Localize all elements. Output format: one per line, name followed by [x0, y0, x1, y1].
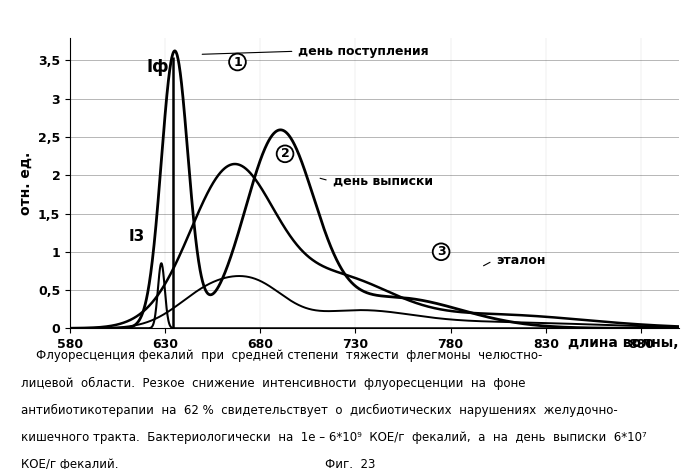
- Text: I3: I3: [129, 229, 145, 244]
- Text: КОЕ/г фекалий.: КОЕ/г фекалий.: [21, 458, 118, 469]
- Text: день выписки: день выписки: [332, 175, 433, 188]
- Text: антибиотикотерапии  на  62 %  свидетельствует  о  дисбиотических  нарушениях  же: антибиотикотерапии на 62 % свидетельству…: [21, 404, 617, 417]
- Text: Фиг.  23: Фиг. 23: [325, 458, 375, 469]
- Y-axis label: отн. ед.: отн. ед.: [18, 151, 32, 214]
- Text: день поступления: день поступления: [298, 45, 429, 58]
- Text: кишечного тракта.  Бактериологически  на  1е – 6*10⁹  КОЕ/г  фекалий,  а  на  де: кишечного тракта. Бактериологически на 1…: [21, 431, 647, 444]
- Text: Флуоресценция фекалий  при  средней степени  тяжести  флегмоны  челюстно-: Флуоресценция фекалий при средней степен…: [21, 349, 542, 363]
- Text: эталон: эталон: [496, 255, 546, 267]
- Text: длина волны,: длина волны,: [568, 335, 679, 349]
- Text: 3: 3: [437, 245, 445, 258]
- Text: Iф: Iф: [146, 58, 169, 76]
- Text: 2: 2: [281, 147, 289, 160]
- Text: лицевой  области.  Резкое  снижение  интенсивности  флуоресценции  на  фоне: лицевой области. Резкое снижение интенси…: [21, 377, 526, 390]
- Text: 1: 1: [233, 55, 242, 68]
